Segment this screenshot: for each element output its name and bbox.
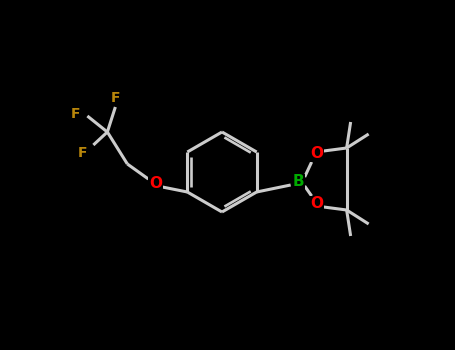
- Text: F: F: [71, 107, 80, 121]
- Text: O: O: [149, 176, 162, 191]
- Text: B: B: [293, 175, 304, 189]
- Text: F: F: [111, 91, 120, 105]
- Text: F: F: [78, 146, 87, 160]
- Text: O: O: [310, 147, 323, 161]
- Text: O: O: [310, 196, 323, 211]
